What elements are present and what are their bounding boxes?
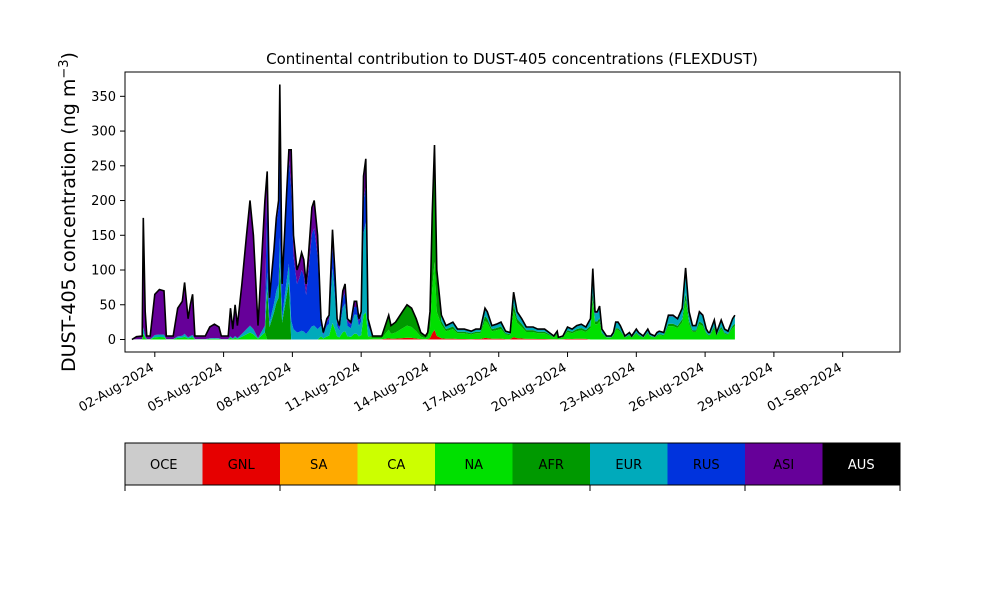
legend-swatch-oce — [125, 443, 203, 485]
area-afr — [131, 145, 735, 340]
area-eur — [131, 145, 735, 340]
legend-swatch-aus — [822, 443, 900, 485]
legend-label-oce: OCE — [150, 458, 178, 473]
legend-label-gnl: GNL — [228, 458, 256, 473]
x-tick-label: 17-Aug-2024 — [420, 360, 500, 415]
legend-label-eur: EUR — [615, 458, 642, 473]
legend-swatch-sa — [280, 443, 358, 485]
legend-label-afr: AFR — [539, 458, 564, 473]
legend-label-na: NA — [464, 458, 483, 473]
x-tick-label: 23-Aug-2024 — [558, 360, 638, 415]
y-tick-label: 250 — [91, 159, 116, 174]
y-axis-label-close: ) — [58, 52, 80, 59]
legend-label-sa: SA — [310, 458, 327, 473]
area-gnl — [131, 329, 735, 340]
y-axis-label-sup: −3 — [57, 59, 72, 78]
x-tick-label: 01-Sep-2024 — [765, 360, 845, 415]
legend-label-rus: RUS — [693, 458, 720, 473]
plot-frame — [124, 71, 901, 353]
legend-label-ca: CA — [387, 458, 405, 473]
y-tick-label: 200 — [91, 194, 116, 209]
legend-label-asi: ASI — [773, 458, 794, 473]
x-tick-label: 05-Aug-2024 — [145, 360, 225, 415]
x-tick-label: 14-Aug-2024 — [352, 360, 432, 415]
x-tick-label: 11-Aug-2024 — [283, 360, 363, 415]
legend-swatch-eur — [590, 443, 668, 485]
x-tick-label: 02-Aug-2024 — [76, 360, 156, 415]
x-axis: 02-Aug-202405-Aug-202408-Aug-202411-Aug-… — [76, 352, 845, 416]
y-tick-label: 50 — [99, 298, 116, 313]
y-axis: 0 50 100 150 200 250 300 350 — [91, 90, 125, 348]
y-tick-label: 150 — [91, 229, 116, 244]
y-tick-label: 300 — [91, 125, 116, 140]
y-tick-label: 100 — [91, 264, 116, 279]
x-tick-label: 08-Aug-2024 — [214, 360, 294, 415]
y-tick-label: 350 — [91, 90, 116, 105]
legend-swatch-ca — [357, 443, 435, 485]
x-tick-label: 29-Aug-2024 — [696, 360, 776, 415]
y-axis-label-text: DUST-405 concentration (ng m — [58, 79, 80, 372]
stacked-area-series — [131, 84, 735, 340]
legend-swatch-rus — [667, 443, 745, 485]
legend-frame — [124, 442, 901, 486]
legend-swatch-asi — [745, 443, 823, 485]
legend-swatch-gnl — [202, 443, 280, 485]
legend-label-aus: AUS — [848, 458, 875, 473]
chart-title: Continental contribution to DUST-405 con… — [266, 50, 758, 68]
x-tick-label: 26-Aug-2024 — [627, 360, 707, 415]
region-colorbar-legend: OCE GNL SA CA NA AFR EUR RUS ASI AUS — [124, 442, 901, 491]
legend-swatch-afr — [512, 443, 590, 485]
y-axis-label: DUST-405 concentration (ng m−3) — [57, 52, 80, 372]
total-concentration-line — [131, 84, 736, 341]
area-na — [131, 261, 735, 340]
legend-swatch-na — [435, 443, 513, 485]
y-tick-label: 0 — [108, 333, 116, 348]
x-tick-label: 20-Aug-2024 — [489, 360, 569, 415]
